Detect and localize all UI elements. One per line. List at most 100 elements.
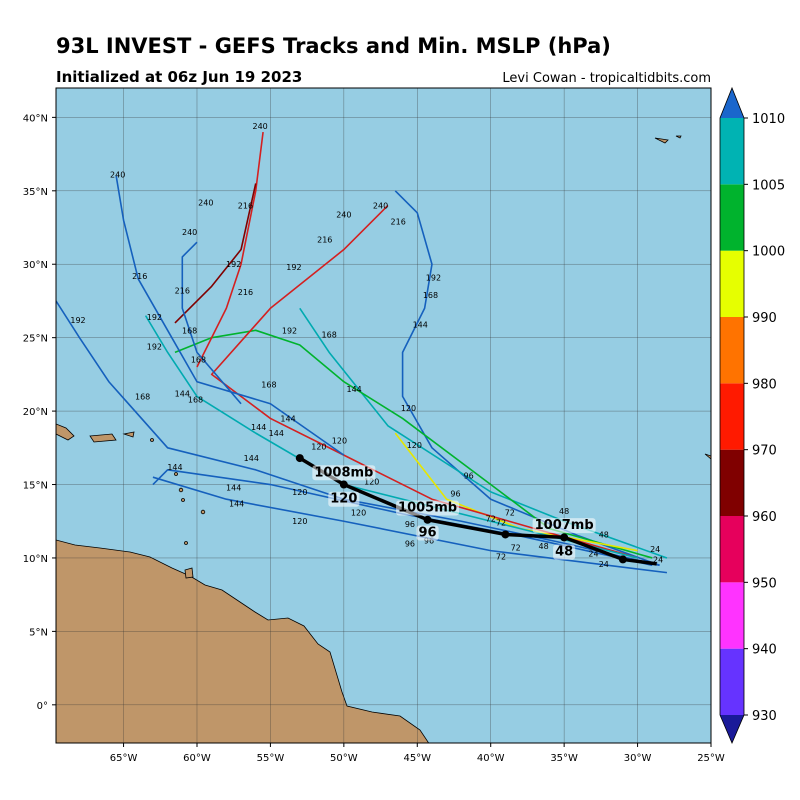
island (704, 453, 711, 460)
colorbar-tick-label: 1000 (752, 245, 785, 260)
colorbar-tick-label: 960 (752, 510, 777, 525)
label-background (532, 518, 596, 534)
label-background (416, 525, 439, 541)
island (654, 137, 669, 144)
x-tick-label: 40°W (477, 753, 505, 764)
label-background (396, 500, 460, 516)
track-hour-label: 168 (322, 331, 337, 340)
ensemble-track (144, 315, 638, 559)
colorbar-segment (720, 582, 744, 649)
island (675, 135, 682, 139)
x-tick-label: 50°W (330, 753, 358, 764)
subtitle: Initialized at 06z Jun 19 2023 (56, 68, 302, 86)
colorbar-under (720, 715, 744, 743)
track-hour-label: 96 (464, 472, 474, 481)
track-hour-label: 72 (505, 508, 515, 517)
colorbar-tick-label: 930 (752, 709, 777, 724)
track-hour-label: 192 (426, 273, 441, 282)
ensemble-track (115, 175, 345, 456)
track-hour-label: 72 (486, 514, 496, 523)
y-tick-label: 30°N (23, 260, 48, 271)
track-hour-label: 96 (424, 536, 434, 545)
track-hour-label: 216 (317, 235, 332, 244)
y-tick-label: 35°N (23, 187, 48, 198)
island (89, 433, 117, 443)
island (56, 423, 75, 441)
track-hour-label: 168 (188, 395, 203, 404)
track-hour-label: 240 (198, 199, 213, 208)
track-hour-label: 192 (147, 342, 162, 351)
track-hour-label: 24 (653, 555, 663, 564)
x-tick-label: 55°W (257, 753, 285, 764)
colorbar-tick-label: 1005 (752, 178, 785, 193)
mean-track-point (295, 454, 304, 463)
x-tick-label: 45°W (403, 753, 431, 764)
track-hour-label: 144 (251, 423, 266, 432)
track-hour-label: 144 (280, 414, 295, 423)
y-tick-label: 25°N (23, 334, 48, 345)
track-hour-label: 96 (450, 489, 460, 498)
track-hour-label: 240 (373, 201, 388, 210)
island (184, 567, 194, 579)
colorbar-tick-label: 1010 (752, 112, 785, 127)
mean-track-label: 48 (555, 545, 573, 560)
y-tick-label: 15°N (23, 481, 48, 492)
y-tick-label: 20°N (23, 407, 48, 418)
island (150, 438, 154, 442)
track-hour-label: 72 (496, 552, 506, 561)
colorbar-segment (720, 516, 744, 583)
colorbar-segment (720, 648, 744, 715)
track-hour-label: 120 (311, 442, 326, 451)
track-hour-label: 120 (332, 436, 347, 445)
mean-track-point (618, 555, 627, 564)
track-hour-label: 72 (496, 519, 506, 528)
mean-track-label: 96 (419, 526, 437, 541)
ensemble-track (210, 204, 638, 559)
track-hour-label: 144 (167, 463, 182, 472)
track-hour-label: 144 (226, 483, 241, 492)
island (122, 431, 135, 438)
mean-track-point (339, 480, 348, 489)
track-hour-label: 192 (70, 316, 85, 325)
ensemble-track (174, 183, 257, 324)
track-hour-label: 96 (405, 520, 415, 529)
track-hour-label: 216 (175, 287, 190, 296)
track-hour-label: 240 (252, 122, 267, 131)
track-hour-label: 120 (401, 404, 416, 413)
track-hour-label: 48 (538, 542, 548, 551)
label-background (312, 465, 376, 481)
track-hour-label: 96 (405, 539, 415, 548)
track-hour-label: 24 (588, 550, 598, 559)
map-frame (55, 87, 712, 744)
ensemble-track (152, 476, 668, 574)
y-tick-label: 0° (37, 701, 48, 712)
island (178, 487, 184, 493)
land (56, 135, 711, 743)
island (181, 498, 185, 502)
ensemble-track (181, 241, 242, 405)
track-hour-label: 120 (351, 508, 366, 517)
track-hour-label: 144 (269, 429, 284, 438)
colorbar-segment (720, 118, 744, 185)
colorbar-tick-label: 950 (752, 576, 777, 591)
mean-track-label: 120 (330, 492, 357, 507)
x-tick-label: 30°W (624, 753, 652, 764)
mean-track-point (423, 515, 432, 524)
colorbar-tick-label: 970 (752, 444, 777, 459)
mean-track-label: 1008mb (314, 465, 373, 480)
track-hour-label: 240 (336, 210, 351, 219)
colorbar-tick-label: 980 (752, 377, 777, 392)
track-hour-label: 168 (423, 291, 438, 300)
track-hour-label: 120 (292, 488, 307, 497)
track-hour-label: 144 (346, 385, 361, 394)
mean-track-point (501, 530, 510, 539)
track-hour-label: 216 (391, 218, 406, 227)
track-hour-label: 192 (226, 260, 241, 269)
credit: Levi Cowan - tropicaltidbits.com (502, 71, 711, 86)
track-hour-label: 216 (238, 201, 253, 210)
ensemble-track (174, 329, 653, 559)
x-tick-label: 35°W (550, 753, 578, 764)
y-tick-label: 5°N (29, 627, 48, 638)
